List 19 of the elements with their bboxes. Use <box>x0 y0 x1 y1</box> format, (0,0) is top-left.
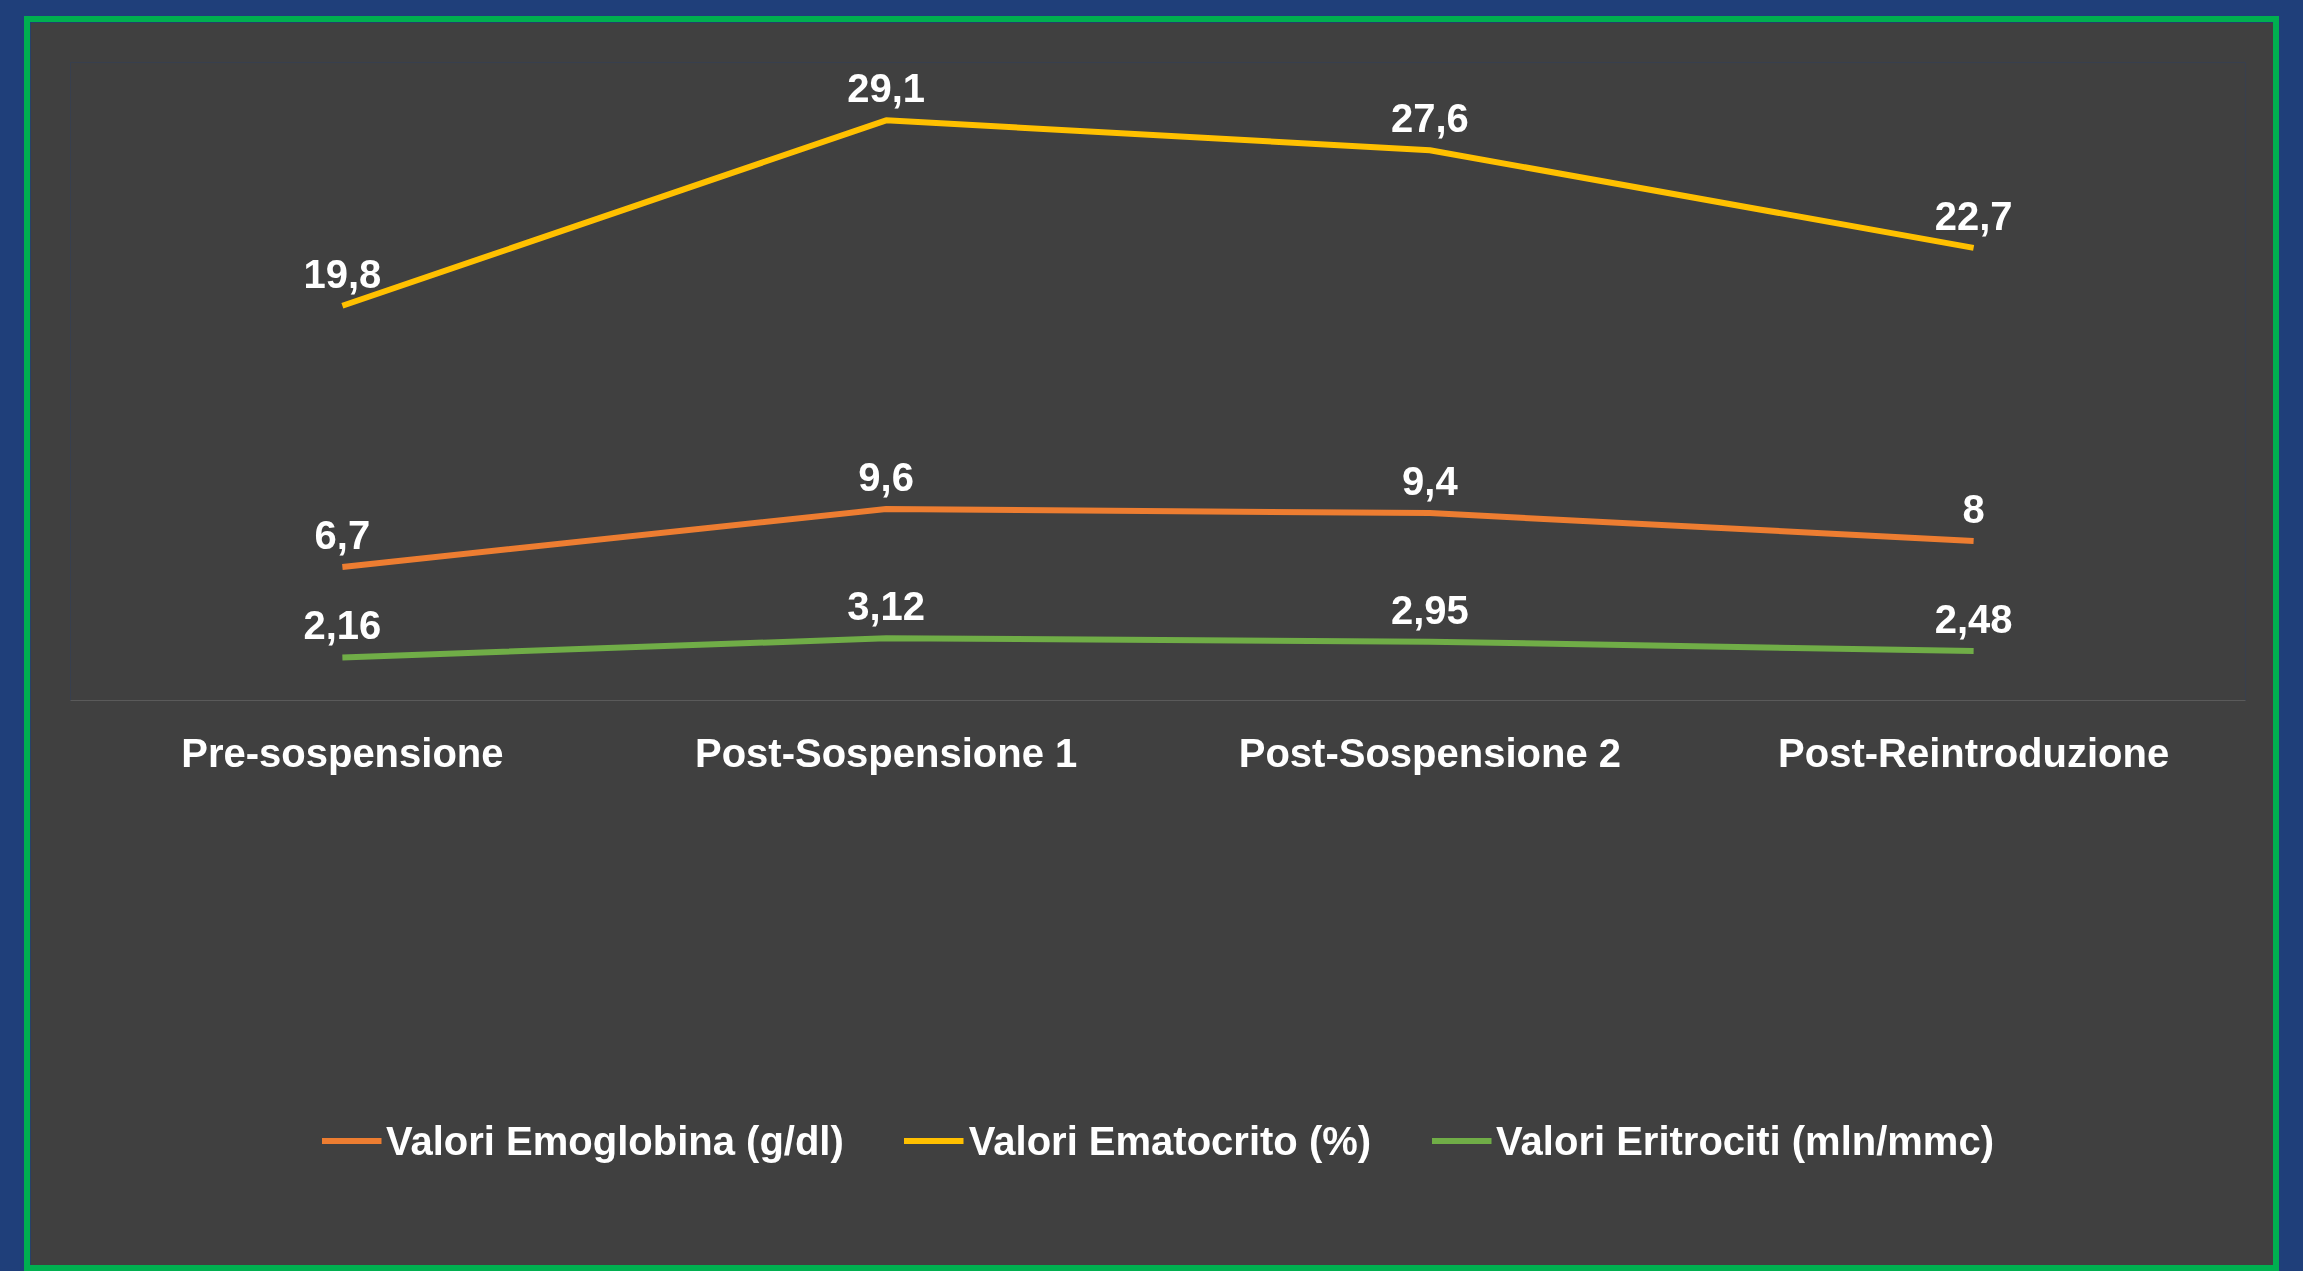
data-label: 9,6 <box>858 455 914 500</box>
legend-label: Valori Ematocrito (%) <box>968 1118 1372 1164</box>
x-tick-label: Pre-sospensione <box>181 730 504 775</box>
data-label: 2,16 <box>303 603 382 648</box>
data-label: 6,7 <box>314 512 371 557</box>
x-tick-label: Post-Sospensione 1 <box>694 730 1078 775</box>
data-label: 9,4 <box>1402 459 1459 504</box>
data-label: 2,95 <box>1390 587 1469 632</box>
data-label: 19,8 <box>303 251 382 296</box>
data-label: 29,1 <box>847 66 926 111</box>
legend-label: Valori Eritrociti (mln/mmc) <box>1496 1118 1994 1164</box>
data-label: 8 <box>1962 487 1985 531</box>
x-tick-label: Post-Reintroduzione <box>1778 730 2170 775</box>
data-label: 2,48 <box>1934 597 2013 642</box>
legend-label: Valori Emoglobina (g/dl) <box>386 1118 844 1164</box>
data-label: 27,6 <box>1390 96 1469 141</box>
x-tick-label: Post-Sospensione 2 <box>1238 730 1622 775</box>
data-label: 22,7 <box>1934 193 2013 238</box>
data-label: 3,12 <box>847 584 926 629</box>
